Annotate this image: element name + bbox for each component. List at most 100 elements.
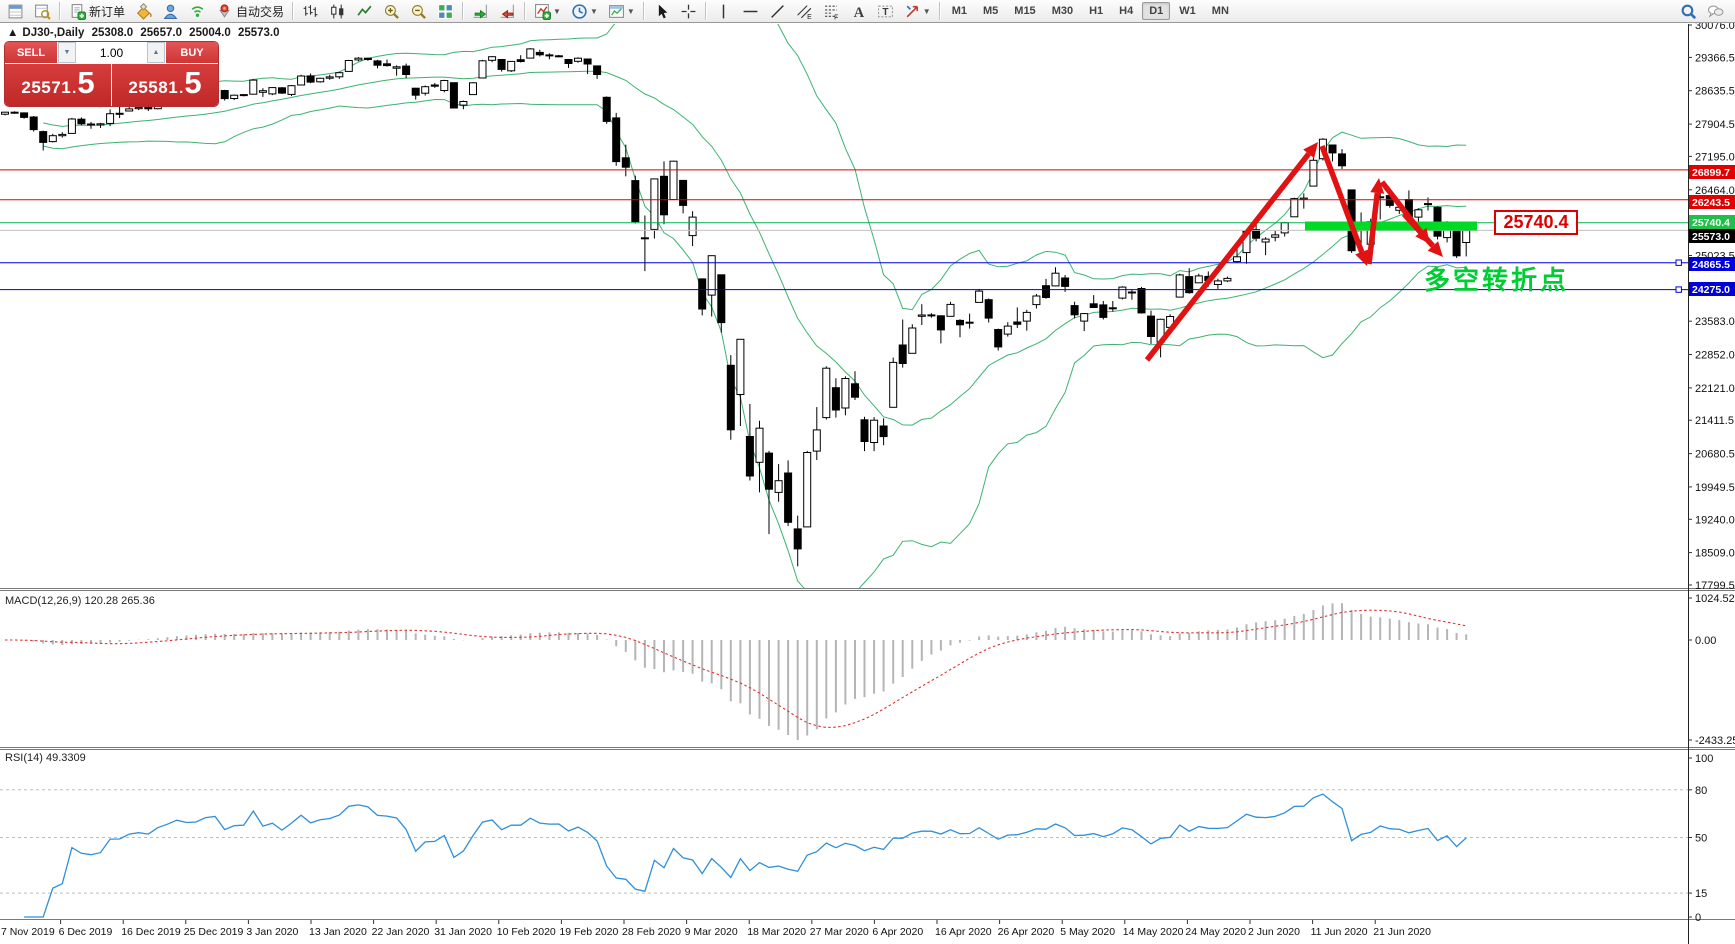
cursor-button[interactable]	[649, 0, 674, 22]
toolbar-separator	[704, 2, 707, 20]
signal-button[interactable]	[185, 0, 210, 22]
draw-arrows-button[interactable]: ▼	[900, 0, 935, 22]
date-axis[interactable]: 7 Nov 2019 6 Dec 2019 16 Dec 2019 25 Dec 20…	[0, 920, 1431, 938]
svg-text:19240.0: 19240.0	[1695, 514, 1735, 526]
zoom-in-button[interactable]	[379, 0, 404, 22]
draw-text-button[interactable]: A	[846, 0, 871, 22]
profile-button[interactable]	[158, 0, 183, 22]
data-window-button[interactable]	[30, 0, 55, 22]
market-watch-button[interactable]	[3, 0, 28, 22]
chart-candles-icon	[329, 3, 346, 20]
timeframe-h1-button[interactable]: H1	[1089, 5, 1104, 17]
styler-icon	[135, 2, 152, 20]
svg-text:E: E	[807, 13, 812, 19]
auto-trading-button[interactable]: 自动交易	[212, 0, 288, 22]
cursor-icon	[653, 3, 670, 20]
chart-shift-button[interactable]	[495, 0, 520, 22]
auto-scroll-button[interactable]	[468, 0, 493, 22]
svg-text:18509.0: 18509.0	[1695, 548, 1735, 560]
svg-text:22852.0: 22852.0	[1695, 350, 1735, 362]
svg-text:27195.0: 27195.0	[1695, 151, 1735, 163]
dropdown-caret-icon[interactable]: ▼	[922, 6, 931, 16]
pivot-point-annotation[interactable]: 多空转折点	[1424, 265, 1570, 295]
timeframe-h4-button[interactable]: H4	[1119, 5, 1134, 17]
volume-decrease-button[interactable]: ▼	[58, 42, 76, 63]
sell-price[interactable]: 25571. 5	[5, 64, 112, 106]
volume-increase-button[interactable]: ▲	[147, 42, 165, 63]
one-click-trading-panel: SELL ▼ 1.00 ▲ BUY 25571. 5 25581. 5	[4, 41, 219, 107]
rsi-line	[24, 793, 1467, 918]
price-badge	[1689, 282, 1735, 296]
timeframe-mn-button[interactable]: MN	[1211, 5, 1229, 17]
volume-box: ▼ 1.00 ▲	[57, 42, 166, 63]
price-badge	[1689, 215, 1735, 229]
styler-button[interactable]	[131, 0, 156, 22]
svg-text:28 Feb 2020: 28 Feb 2020	[622, 926, 681, 938]
svg-text:29366.5: 29366.5	[1695, 52, 1735, 64]
auto-scroll-icon	[472, 3, 489, 20]
svg-text:24 May 2020: 24 May 2020	[1185, 926, 1246, 938]
macd-indicator-label: MACD(12,26,9) 120.28 265.36	[5, 595, 155, 607]
draw-fibo-button[interactable]: F	[819, 0, 844, 22]
new-order-icon	[69, 3, 86, 20]
timeframe-m1-button[interactable]: M1	[951, 5, 967, 17]
new-order-button[interactable]: 新订单	[65, 0, 129, 22]
svg-text:25573.0: 25573.0	[1692, 231, 1730, 243]
svg-text:30076.0: 30076.0	[1695, 20, 1735, 32]
timeframe-m15-button[interactable]: M15	[1014, 5, 1036, 17]
svg-text:10 Feb 2020: 10 Feb 2020	[497, 926, 556, 938]
toolbar: 新订单 自动交易 ▼ ▼ ▼ E F A T ▼ M1 M5 M15 M30 H1 H4 D1 W1 MN	[0, 0, 1735, 23]
line-handle[interactable]	[1675, 286, 1682, 293]
market-watch-icon	[7, 3, 24, 20]
timeframe-m5-button[interactable]: M5	[983, 5, 999, 17]
chat-button[interactable]	[1703, 0, 1728, 22]
volume-value[interactable]: 1.00	[99, 45, 124, 60]
macd-axis: 1024.52 0.00 -2433.25	[1688, 593, 1735, 747]
dropdown-caret-icon[interactable]: ▼	[626, 6, 635, 16]
draw-label-button[interactable]: T	[873, 0, 898, 22]
chart-bars-button[interactable]	[298, 0, 323, 22]
trend-arrows[interactable]	[1144, 142, 1443, 362]
draw-vline-button[interactable]	[711, 0, 736, 22]
buy-button[interactable]: BUY	[166, 42, 218, 63]
data-window-icon	[34, 3, 51, 20]
ohlc-close: 25573.0	[237, 27, 280, 39]
draw-trendline-button[interactable]	[765, 0, 790, 22]
indicators-button[interactable]: ▼	[530, 0, 565, 22]
signal-icon	[189, 3, 206, 20]
buy-price[interactable]: 25581. 5	[112, 64, 218, 106]
support-highlight-bar[interactable]	[1305, 221, 1477, 231]
tile-windows-button[interactable]	[433, 0, 458, 22]
horizontal-line-objects[interactable]	[0, 169, 1688, 293]
timeframe-d1-button[interactable]: D1	[1142, 2, 1171, 20]
dropdown-caret-icon[interactable]: ▼	[589, 6, 598, 16]
svg-text:21411.5: 21411.5	[1695, 415, 1734, 427]
periods-button[interactable]: ▼	[567, 0, 602, 22]
timeframe-w1-button[interactable]: W1	[1179, 5, 1196, 17]
chart-line-button[interactable]	[352, 0, 377, 22]
rsi-indicator-label: RSI(14) 49.3309	[5, 752, 86, 764]
search-button[interactable]	[1676, 0, 1701, 22]
draw-hline-button[interactable]	[738, 0, 763, 22]
profile-icon	[162, 3, 179, 20]
crosshair-button[interactable]	[676, 0, 701, 22]
line-handle[interactable]	[1675, 259, 1682, 266]
svg-text:0: 0	[1695, 912, 1701, 924]
templates-button[interactable]: ▼	[604, 0, 639, 22]
dropdown-caret-icon[interactable]: ▼	[553, 6, 561, 16]
chart-candles-button[interactable]	[325, 0, 350, 22]
collapse-panel-icon[interactable]: ▲	[7, 27, 19, 39]
zoom-out-button[interactable]	[406, 0, 431, 22]
price-badge	[1689, 257, 1735, 271]
draw-text-icon: A	[850, 3, 867, 19]
svg-text:28635.5: 28635.5	[1695, 86, 1735, 98]
price-annotation-label[interactable]: 25740.4	[1494, 210, 1578, 235]
sell-button[interactable]: SELL	[5, 42, 57, 63]
macd-signal-line	[5, 609, 1467, 729]
svg-text:6 Dec 2019: 6 Dec 2019	[59, 926, 113, 938]
draw-channel-button[interactable]: E	[792, 0, 817, 22]
timeframe-m30-button[interactable]: M30	[1051, 5, 1074, 17]
chart-bars-icon	[302, 3, 319, 20]
